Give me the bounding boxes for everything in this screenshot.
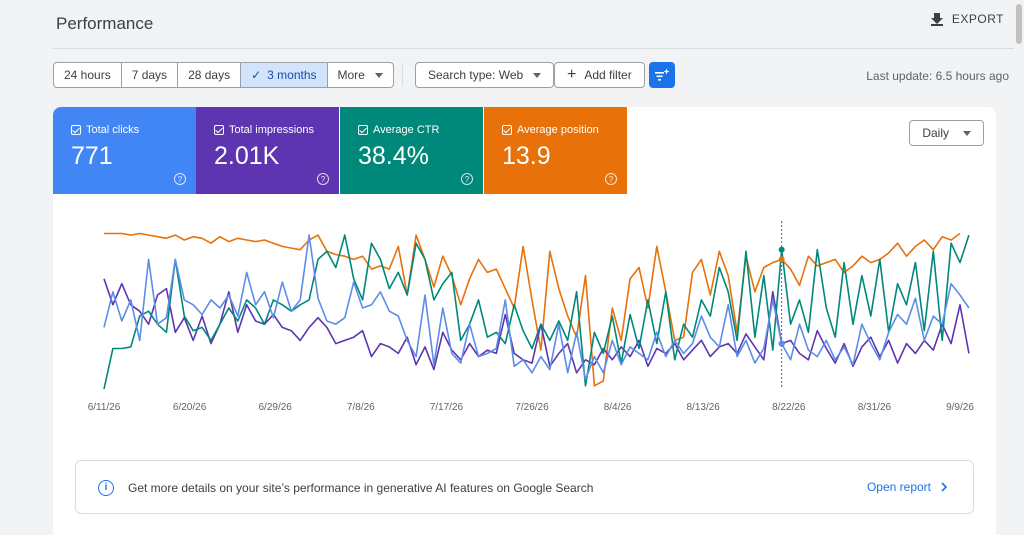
export-button[interactable]: EXPORT [930,12,1004,26]
granularity-dropdown[interactable]: Daily [909,120,984,146]
performance-chart[interactable]: 6/11/26 6/20/26 6/29/26 7/8/26 7/17/26 7/26/2… [53,207,996,422]
add-filter-label: Add filter [584,68,632,82]
metric-value: 771 [71,142,113,170]
date-range-3m[interactable]: ✓ 3 months [241,63,328,87]
series-line-2 [103,234,970,390]
metric-value: 38.4% [358,142,429,170]
filter-sparkle-icon [655,68,670,81]
add-filter-button[interactable]: + Add filter [554,62,645,88]
date-range-label: 7 days [131,68,168,82]
export-label: EXPORT [951,12,1004,26]
checkbox-icon [358,125,368,135]
date-range-7d[interactable]: 7 days [122,63,179,87]
hover-point-2 [778,246,785,253]
open-report-link[interactable]: Open report [867,480,947,494]
search-type-label: Search type: Web [428,68,524,82]
x-tick-label: 6/20/26 [173,402,207,413]
series-line-1 [103,278,970,374]
date-range-selector: 24 hours 7 days 28 days ✓ 3 months More [53,62,394,88]
x-tick-label: 8/22/26 [772,402,806,413]
x-tick-label: 8/4/26 [604,402,632,413]
metric-label: Average position [517,124,599,136]
toolbar-divider [402,64,403,86]
hover-point-3 [778,340,785,347]
metric-total-impressions[interactable]: Total impressions 2.01K ? [196,107,339,194]
metric-label: Average CTR [373,124,440,136]
check-icon: ✓ [251,68,262,82]
metric-average-ctr[interactable]: Average CTR 38.4% ? [340,107,483,194]
download-icon [930,13,943,26]
banner-text: Get more details on your site’s performa… [128,481,594,495]
x-tick-label: 7/8/26 [347,402,375,413]
help-icon[interactable]: ? [461,173,473,185]
x-tick-label: 6/29/26 [259,402,293,413]
date-range-24h[interactable]: 24 hours [54,63,122,87]
granularity-label: Daily [922,126,949,140]
metric-value: 13.9 [502,142,551,170]
caret-down-icon [374,72,383,78]
open-report-label: Open report [866,480,931,494]
page-title: Performance [56,14,154,33]
date-range-label: 28 days [188,68,231,82]
compare-filter-button[interactable] [649,62,675,88]
series-line-0 [104,232,961,387]
last-update-text: Last update: 6.5 hours ago [866,69,1009,83]
metric-label: Total impressions [229,124,314,136]
x-tick-label: 8/13/26 [687,402,721,413]
checkbox-icon [71,125,81,135]
performance-card: Total clicks 771 ? Total impressions 2.0… [53,107,996,535]
chevron-right-icon [941,482,947,492]
scrollbar-thumb[interactable] [1016,4,1022,44]
ai-features-banner: i Get more details on your site’s perfor… [75,460,974,514]
info-icon: i [98,480,114,496]
more-label: More [337,68,365,82]
help-icon[interactable]: ? [317,173,329,185]
page-header: Performance EXPORT [0,0,1024,50]
caret-down-icon [963,130,971,136]
checkbox-icon [214,125,224,135]
hover-point-0 [778,256,785,263]
series-line-3 [103,234,970,381]
x-tick-label: 9/9/26 [946,402,974,413]
date-range-label: 3 months [267,68,317,82]
metric-label: Total clicks [86,124,140,136]
search-type-dropdown[interactable]: Search type: Web [415,62,555,88]
metric-average-position[interactable]: Average position 13.9 ? [484,107,627,194]
metric-value: 2.01K [214,142,280,170]
date-range-28d[interactable]: 28 days [178,63,242,87]
help-icon[interactable]: ? [605,173,617,185]
plus-icon: + [567,66,577,83]
date-range-label: 24 hours [64,68,111,82]
metric-total-clicks[interactable]: Total clicks 771 ? [53,107,196,194]
x-tick-label: 8/31/26 [858,402,892,413]
checkbox-icon [502,125,512,135]
toolbar: 24 hours 7 days 28 days ✓ 3 months More S… [0,58,1024,92]
help-icon[interactable]: ? [174,173,186,185]
x-tick-label: 7/26/26 [515,402,549,413]
caret-down-icon [533,72,542,78]
scrollbar[interactable] [1014,0,1024,535]
header-divider [52,48,1024,49]
x-tick-label: 7/17/26 [430,402,464,413]
x-tick-label: 6/11/26 [88,402,121,413]
date-range-more[interactable]: More [328,63,393,87]
